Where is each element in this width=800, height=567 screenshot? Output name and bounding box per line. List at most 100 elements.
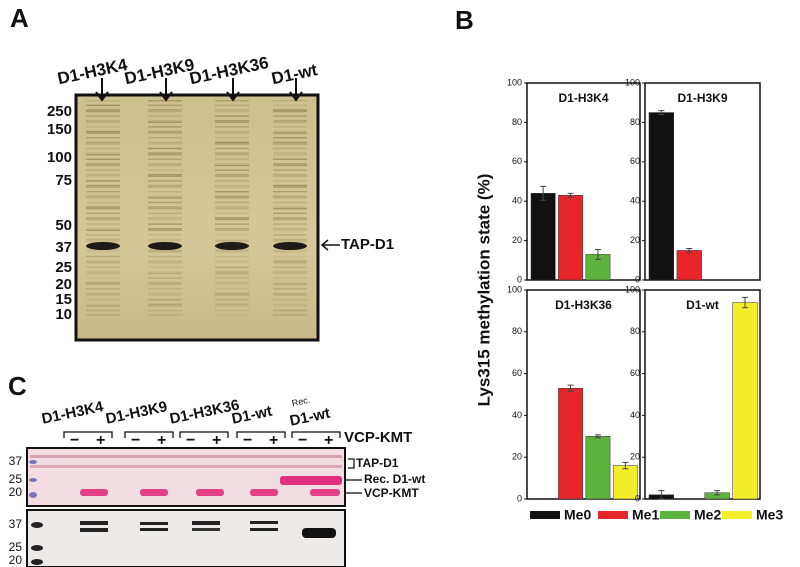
band (192, 528, 220, 531)
gel-smear (273, 201, 307, 204)
gel-smear (215, 137, 249, 139)
gel-smear (148, 115, 182, 117)
gel-smear (86, 255, 120, 258)
facet-title: D1-wt (686, 298, 719, 312)
band (80, 489, 108, 496)
gel-smear (86, 309, 120, 312)
gel-smear (273, 217, 307, 219)
gel-smear (86, 229, 120, 231)
gel-smear (86, 143, 120, 145)
gel-band (148, 242, 182, 250)
gel-smear (215, 229, 249, 231)
band (80, 521, 108, 525)
marker-label: 25 (9, 472, 23, 486)
band (30, 465, 342, 468)
gel-smear (215, 282, 249, 284)
gel-smear (148, 174, 182, 176)
gel-smear (273, 110, 307, 113)
gel-smear (86, 154, 120, 156)
bar (612, 465, 638, 500)
gel-c-markers: 37 25 20 37 25 20 (9, 454, 23, 567)
gel-smear (215, 272, 249, 275)
gel-smear (273, 251, 307, 253)
gel-smear (273, 180, 307, 182)
gel-smear (215, 186, 249, 188)
gel-smear (86, 121, 120, 123)
gel-smear (148, 271, 182, 273)
bar (558, 195, 583, 281)
gel-smear (215, 132, 249, 134)
lane-label: D1-H3K9 (104, 398, 169, 428)
gel-band (86, 242, 120, 250)
gel-smear (215, 175, 249, 177)
panel-label: A (10, 3, 29, 33)
gel-smear (148, 120, 182, 122)
bar (648, 112, 674, 281)
gel-smear (215, 169, 249, 171)
gel-smear (86, 314, 120, 316)
ladder (29, 492, 37, 498)
gel-smear (148, 104, 182, 106)
gel-smear (215, 130, 249, 133)
gel-smear (86, 294, 120, 296)
gel-smear (148, 217, 182, 219)
gel-smear (86, 169, 120, 171)
lane-label: D1-H3K36 (188, 53, 271, 88)
lane-label: D1-H3K4 (56, 55, 130, 88)
gel-smear (215, 266, 249, 268)
chart: D1-H3K4 0 20 40 60 80 100 D1-H3K9 0 20 40 60 80 100 D1… (507, 77, 783, 522)
gel-smear (86, 104, 120, 106)
gel-smear (215, 104, 249, 106)
error-bar (714, 490, 721, 496)
gel-smear (86, 283, 120, 285)
marker-label: 37 (9, 517, 23, 531)
band-arrow (320, 239, 340, 251)
gel-smear (215, 141, 249, 143)
marker-label: 10 (55, 306, 72, 323)
y-tick-label: 80 (630, 117, 640, 127)
gel-smear (148, 100, 182, 102)
gel-band (215, 242, 249, 250)
panel-label: C (8, 371, 27, 401)
gel-smear (86, 141, 120, 143)
gel-smear (148, 154, 182, 156)
gel-smear (215, 260, 249, 262)
gel-smear (148, 164, 182, 167)
gel-smear (86, 130, 120, 133)
gel-smear (148, 158, 182, 160)
gel-smear (148, 305, 182, 307)
gel-smear (273, 249, 307, 251)
y-tick-label: 100 (625, 77, 640, 87)
legend-swatch (598, 511, 628, 519)
y-tick-label: 80 (512, 326, 522, 336)
y-tick-label: 60 (512, 156, 522, 166)
band (302, 528, 336, 538)
gel-smear (215, 240, 249, 242)
gel-smear (148, 197, 182, 199)
y-tick-label: 40 (512, 196, 522, 206)
gel-smear (215, 262, 249, 264)
gel-smear (86, 249, 120, 251)
gel-smear (86, 152, 120, 154)
gel-smear (148, 238, 182, 241)
gel-smear (86, 184, 120, 187)
y-tick-label: 100 (507, 284, 522, 294)
gel-smear (273, 132, 307, 134)
minus-sign: − (298, 432, 307, 449)
error-bar (540, 185, 547, 201)
gel-smear (148, 206, 182, 208)
gel-smear (273, 174, 307, 176)
band (192, 521, 220, 525)
gel-smear (273, 314, 307, 316)
gel-smear (273, 120, 307, 122)
band (30, 455, 342, 458)
gel-smear (273, 143, 307, 145)
gel-smear (148, 229, 182, 231)
error-bar (594, 434, 601, 439)
marker-label: 250 (47, 103, 72, 120)
gel-smear (273, 255, 307, 258)
bar (585, 436, 611, 500)
gel-smear (215, 147, 249, 150)
gel-smear (148, 218, 182, 221)
